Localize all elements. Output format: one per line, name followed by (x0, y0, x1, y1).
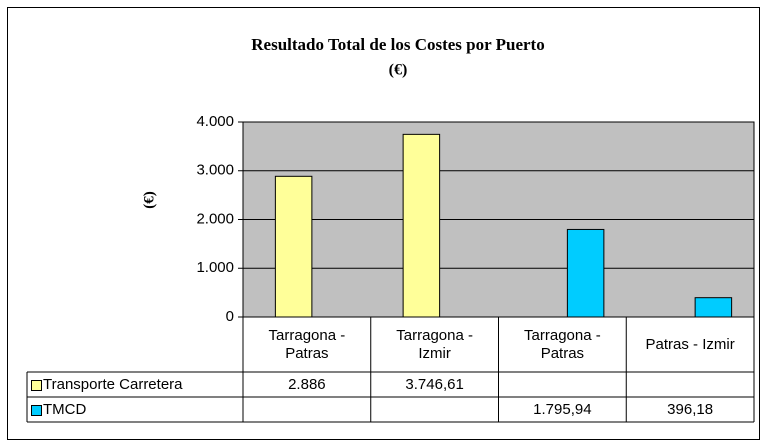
y-tick-label: 0 (226, 308, 234, 325)
table-value (499, 372, 627, 397)
category-label: Tarragona - Izmir (396, 326, 473, 362)
y-axis-label: (€) (141, 191, 157, 209)
y-tick-label: 1.000 (196, 259, 234, 276)
table-value: 2.886 (288, 375, 326, 393)
category-label: Tarragona - Patras (268, 326, 346, 362)
table-value (626, 372, 754, 397)
bar (402, 133, 441, 318)
legend-key (31, 379, 42, 391)
chart-title: Resultado Total de los Costes por Puerto (251, 35, 544, 54)
legend-entry: TMCD (43, 400, 87, 418)
table-value: 396,18 (667, 400, 714, 418)
y-tick-label: 4.000 (196, 113, 234, 130)
legend-key (31, 404, 42, 416)
table-value: 1.795,94 (533, 400, 592, 418)
y-tick-label: 3.000 (196, 162, 234, 179)
legend-entry: Transporte Carretera (43, 375, 183, 393)
table-value: 3.746,61 (405, 375, 464, 393)
bar (566, 228, 605, 318)
bar (694, 297, 733, 318)
bar (274, 175, 313, 318)
category-label: Patras - Izmir (645, 335, 735, 353)
chart-subtitle: (€) (389, 62, 408, 79)
category-label: Tarragona - Patras (524, 326, 601, 362)
table-value (371, 397, 499, 422)
y-tick-label: 2.000 (196, 210, 234, 227)
table-value (243, 397, 371, 422)
